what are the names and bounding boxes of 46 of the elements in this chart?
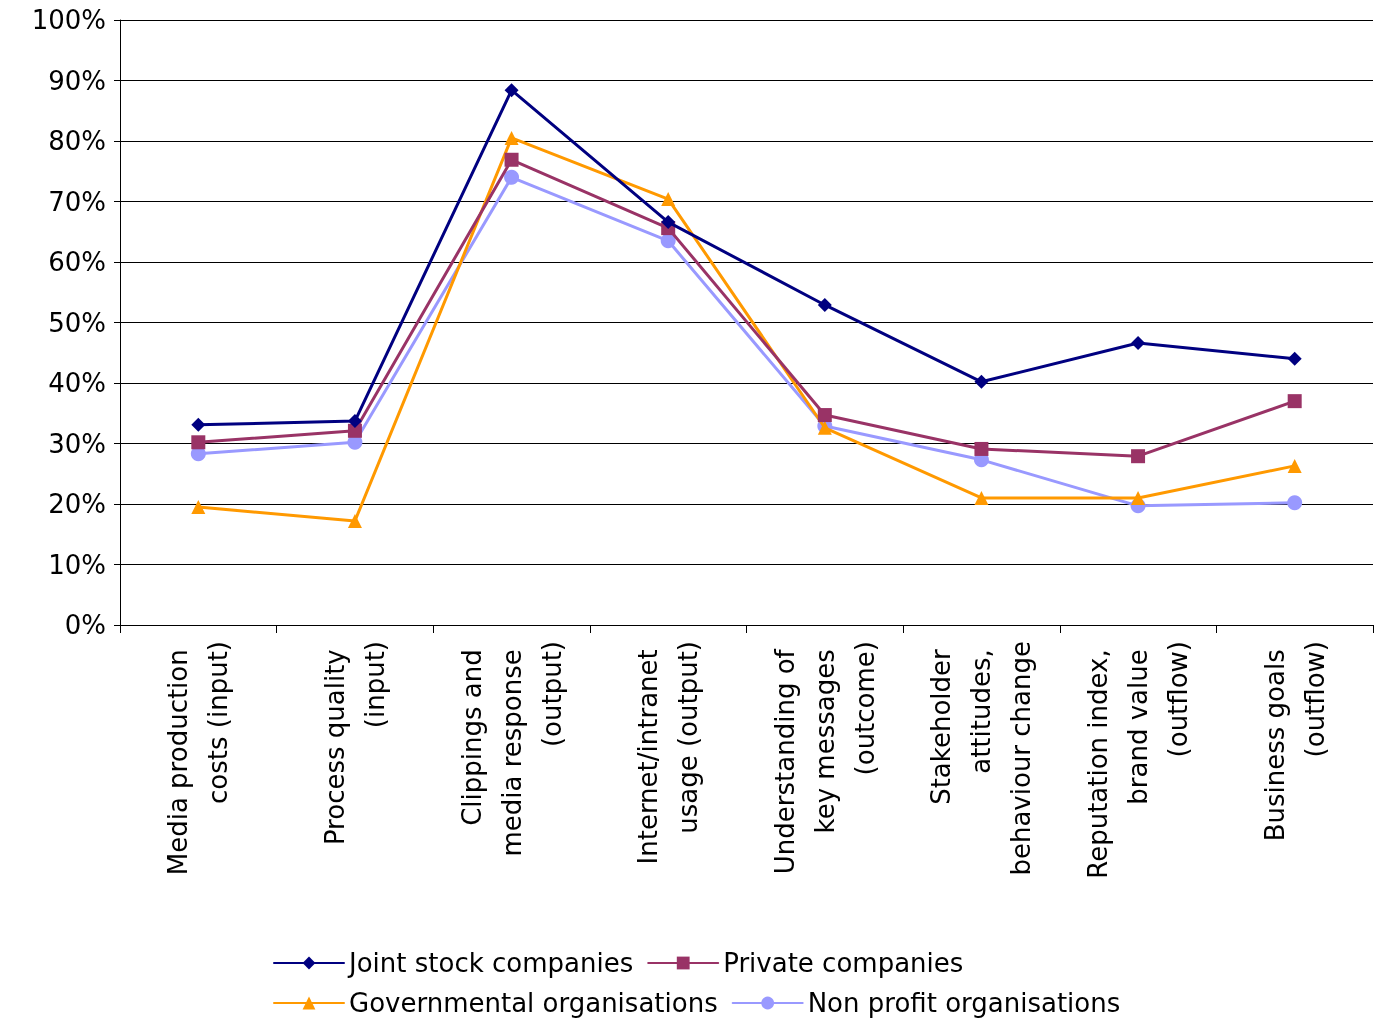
x-tick-label: Reputation index, brand value (outflow) bbox=[1083, 641, 1194, 879]
point bbox=[1287, 394, 1302, 409]
point bbox=[817, 297, 832, 312]
point bbox=[974, 374, 989, 389]
y-tick-label: 10% bbox=[48, 549, 106, 580]
point bbox=[504, 152, 519, 167]
x-tick-label: Business goals (outflow) bbox=[1259, 641, 1330, 842]
point bbox=[1131, 490, 1146, 505]
y-tick-label: 0% bbox=[64, 610, 106, 640]
point bbox=[191, 417, 206, 432]
point bbox=[661, 192, 676, 207]
legend-label: Joint stock companies bbox=[347, 948, 634, 978]
legend-label: Private companies bbox=[723, 948, 964, 978]
point bbox=[347, 414, 362, 429]
point bbox=[974, 441, 989, 456]
point bbox=[1131, 449, 1146, 464]
x-tick-label: Process quality (input) bbox=[319, 641, 390, 846]
point bbox=[974, 490, 989, 505]
y-tick-label: 90% bbox=[48, 65, 106, 96]
point bbox=[504, 169, 520, 185]
point bbox=[817, 408, 832, 423]
y-tick-label: 70% bbox=[48, 186, 106, 217]
y-tick-label: 50% bbox=[48, 307, 106, 338]
legend-label: Non profit organisations bbox=[807, 988, 1121, 1018]
point bbox=[191, 500, 206, 515]
y-tick-label: 80% bbox=[48, 126, 106, 156]
y-tick-label: 40% bbox=[48, 368, 106, 398]
y-tick-label: 60% bbox=[48, 247, 106, 277]
legend-label: Governmental organisations bbox=[349, 988, 718, 1018]
x-tick-label: Understanding of key messages (outcome) bbox=[769, 641, 880, 875]
point bbox=[504, 130, 519, 145]
point bbox=[1287, 351, 1302, 366]
point bbox=[504, 83, 519, 98]
point bbox=[347, 513, 362, 528]
x-tick-label: Media production costs (input) bbox=[163, 641, 234, 876]
y-tick-label: 100% bbox=[31, 5, 106, 35]
point bbox=[1287, 495, 1303, 511]
point bbox=[1131, 336, 1146, 351]
x-tick-label: Internet/intranet usage (output) bbox=[633, 641, 704, 865]
x-tick-label: Clippings and media response (output) bbox=[456, 641, 567, 857]
y-tick-label: 20% bbox=[48, 489, 106, 519]
x-tick-label: Stakeholder attitudes, behaviour change bbox=[926, 641, 1037, 876]
y-tick-label: 30% bbox=[48, 428, 106, 459]
point bbox=[1287, 458, 1302, 473]
point bbox=[191, 435, 206, 450]
point bbox=[661, 215, 676, 230]
